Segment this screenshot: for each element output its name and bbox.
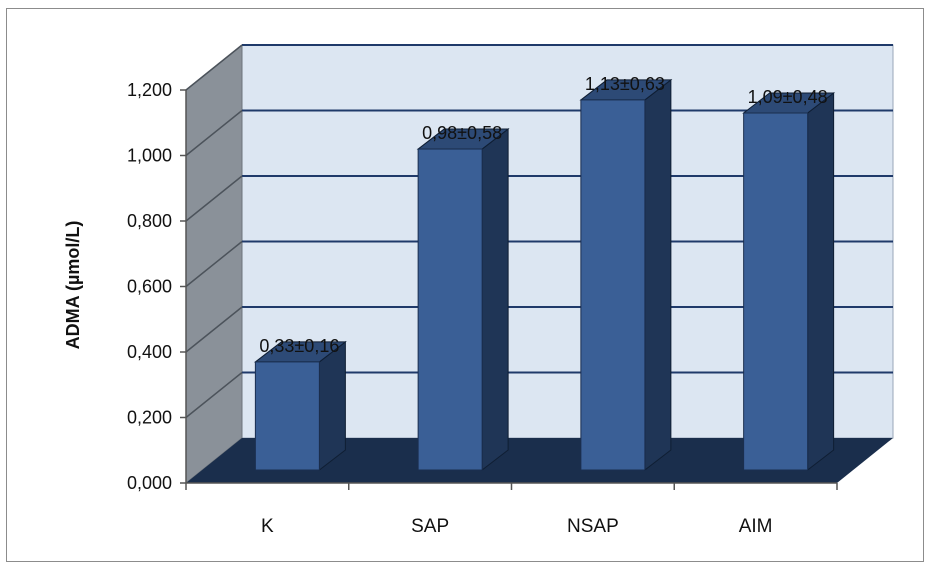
side-gridline-3 (185, 240, 243, 288)
floor-plane (186, 438, 893, 483)
x-tick-labels: K SAP NSAP AIM (261, 516, 772, 537)
bar-aim (742, 92, 836, 472)
x-tick-label-sap: SAP (411, 516, 449, 537)
y-tick-labels: 0,000 0,200 0,400 0,600 0,800 1,000 1,200 (127, 80, 172, 493)
y-tick-label-0: 0,000 (127, 473, 172, 493)
bar-front-aim (743, 112, 809, 471)
data-label-sap: 0,98±0,58 (422, 123, 502, 143)
data-labels: 0,33±0,16 0,98±0,58 1,13±0,63 1,09±0,48 (259, 74, 827, 356)
bar-nsap (579, 78, 673, 472)
bar-side-nsap (644, 78, 672, 472)
y-tick-label-2: 0,400 (127, 342, 172, 362)
y-tick-label-4: 0,800 (127, 211, 172, 231)
data-label-aim: 1,09±0,48 (748, 87, 828, 107)
axes (180, 89, 838, 490)
bar-front-nsap (580, 99, 646, 471)
y-tick-label-6: 1,200 (127, 80, 172, 100)
y-tick-label-1: 0,200 (127, 408, 172, 428)
chart-floor (186, 438, 893, 483)
data-label-k: 0,33±0,16 (259, 336, 339, 356)
bar-sap (416, 128, 510, 472)
bar-front-sap (417, 148, 483, 471)
bar-front-k (254, 361, 320, 471)
data-label-nsap: 1,13±0,63 (585, 74, 665, 94)
x-tick-label-nsap: NSAP (567, 516, 619, 537)
side-gridline-6 (185, 44, 243, 91)
side-gridline-4 (185, 175, 243, 222)
y-tick-label-5: 1,000 (127, 146, 172, 166)
bar-k (253, 340, 347, 472)
x-tick-label-k: K (261, 516, 274, 537)
bar-side-k (318, 340, 346, 472)
bar-side-sap (481, 128, 509, 472)
y-axis-title: ADMA (µmol/L) (63, 221, 83, 350)
side-gridline-2 (185, 306, 243, 353)
side-gridline-1 (185, 371, 243, 419)
x-tick-label-aim: AIM (739, 516, 773, 537)
bar-side-aim (807, 92, 835, 472)
y-tick-label-3: 0,600 (127, 277, 172, 297)
bars (253, 78, 836, 472)
side-gridline-5 (185, 109, 243, 157)
